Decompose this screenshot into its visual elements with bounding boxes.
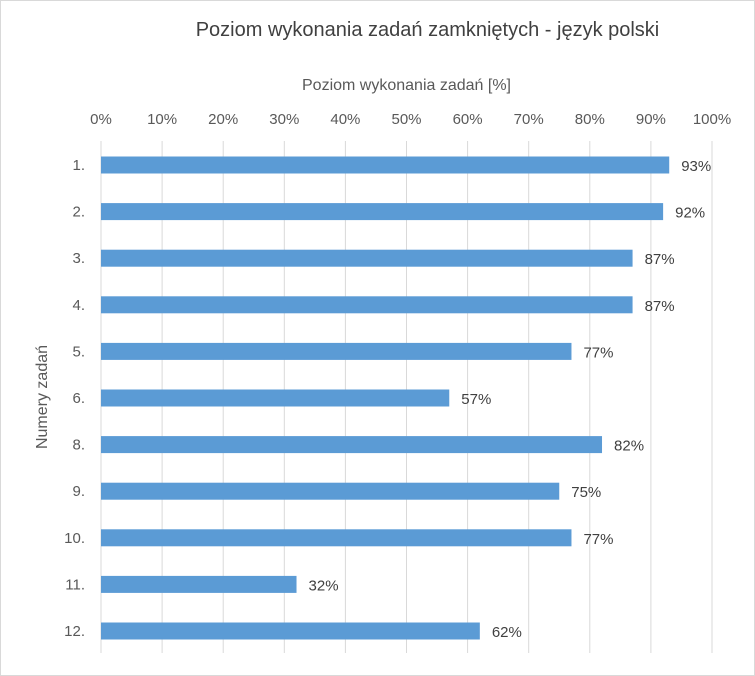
data-labels: 93% 92% 87% 87% 77% 57% 82% 75% 77% 32% 62% [309,158,712,641]
category-label: 8. [72,437,85,454]
category-label: 1. [72,157,85,174]
category-label: 4. [72,297,85,314]
category-label: 9. [72,483,85,500]
bar [101,203,664,221]
category-label: 3. [72,250,85,267]
category-label: 11. [65,576,85,593]
x-tick-label: 90% [636,111,666,128]
data-label: 82% [614,438,644,455]
data-label: 77% [583,531,613,548]
data-label: 93% [681,158,711,175]
x-tick-label: 50% [391,111,421,128]
data-label: 77% [583,344,613,361]
x-tick-label: 70% [514,111,544,128]
x-tick-label: 10% [147,111,177,128]
x-tick-label: 100% [693,111,731,128]
category-label: 5. [72,343,85,360]
x-tick-label: 60% [453,111,483,128]
chart-title: Poziom wykonania zadań zamkniętych - jęz… [195,19,660,41]
x-tick-label: 20% [208,111,238,128]
data-label: 87% [645,251,675,268]
bar [101,575,297,593]
x-tick-label: 0% [90,111,112,128]
data-label: 92% [675,205,705,222]
bar [101,529,572,547]
data-label: 87% [645,298,675,315]
data-label: 57% [461,391,491,408]
bar [101,436,603,454]
data-label: 62% [492,624,522,641]
category-label: 6. [72,390,85,407]
data-label: 75% [571,484,601,501]
bar [101,156,670,174]
bar [101,622,480,640]
category-label: 12. [64,623,85,640]
bar [101,482,560,500]
x-tick-labels: 0% 10% 20% 30% 40% 50% 60% 70% 80% 90% 100% [90,111,731,128]
x-tick-label: 30% [269,111,299,128]
x-tick-label: 40% [330,111,360,128]
data-label: 32% [309,577,339,594]
x-tick-label: 80% [575,111,605,128]
bar [101,389,450,407]
category-labels: 1. 2. 3. 4. 5. 6. 8. 9. 10. 11. 12. [64,157,85,640]
bar [101,342,572,360]
gridlines [100,141,713,653]
x-axis-title: Poziom wykonania zadań [%] [302,77,511,94]
bars [101,156,670,640]
category-label: 2. [72,204,85,221]
bar [101,296,633,314]
category-label: 10. [64,530,85,547]
bar [101,249,633,267]
